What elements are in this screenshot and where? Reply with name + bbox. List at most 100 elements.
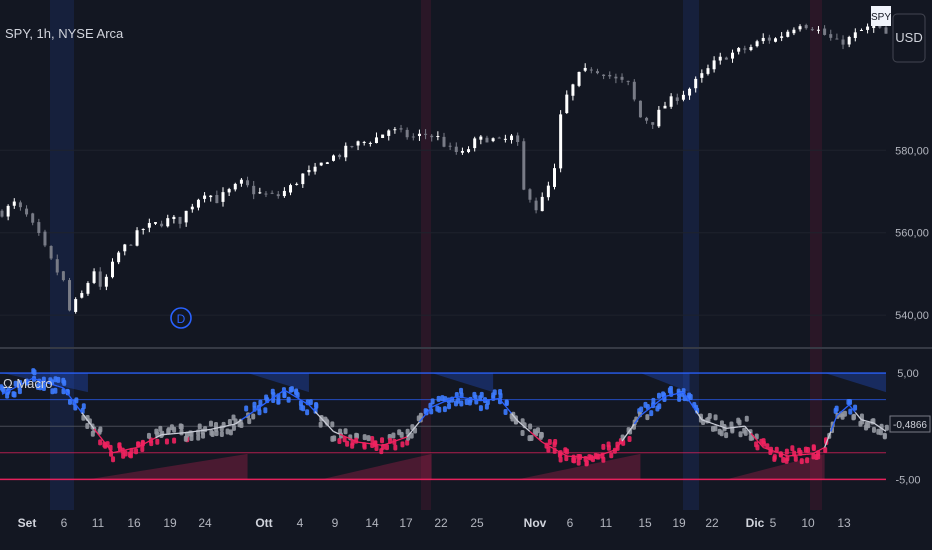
candle-body	[681, 94, 685, 100]
oscillator-dot	[656, 392, 661, 399]
overbought-fill	[640, 373, 690, 393]
candle-body	[104, 276, 108, 287]
oscillator-segment	[50, 383, 58, 387]
oscillator-dot	[609, 452, 614, 459]
candle-body	[6, 205, 10, 217]
oscillator-segment	[713, 423, 721, 427]
oscillator-dot	[154, 428, 159, 435]
oscillator-segment	[769, 448, 776, 453]
oscillator-segment	[167, 432, 174, 435]
oscillator-dot	[811, 453, 816, 460]
candle-body	[227, 189, 231, 193]
candle-body	[49, 246, 53, 259]
candle-body	[295, 183, 299, 185]
oscillator-segment	[99, 436, 107, 446]
candle-body	[798, 26, 802, 30]
oscillator-segment	[130, 446, 138, 450]
oscillator-segment	[118, 449, 125, 453]
time-tick-label: Set	[18, 516, 37, 530]
oscillator-dot	[252, 401, 257, 408]
oscillator-dot	[442, 406, 447, 413]
oscillator-dot	[571, 454, 576, 461]
candle-body	[111, 261, 114, 278]
candle-series	[0, 21, 888, 314]
candle-body	[209, 195, 213, 198]
candle-body	[338, 154, 342, 158]
oscillator-dot	[140, 446, 145, 453]
oscillator-segment	[93, 428, 101, 438]
symbol-title[interactable]: SPY, 1h, NYSE Arca	[5, 26, 124, 41]
oscillator-dot	[373, 440, 378, 447]
oscillator-segment	[222, 424, 230, 428]
candle-body	[417, 133, 421, 137]
candle-body	[258, 192, 262, 194]
candle-body	[688, 88, 692, 96]
oscillator-segment	[431, 403, 439, 408]
oscillator-dot	[627, 436, 632, 443]
candle-body	[282, 190, 286, 197]
candle-body	[724, 57, 728, 60]
oscillator-dot	[355, 433, 360, 440]
oscillator-dot	[416, 415, 421, 422]
oscillator-segment	[247, 410, 255, 417]
oscillator-dot	[264, 394, 269, 401]
candle-body	[675, 97, 679, 101]
oscillator-axis[interactable]: 5,00 -5,00	[895, 368, 920, 486]
oscillator-segment	[854, 411, 862, 421]
oscillator-dot	[62, 379, 67, 386]
oscillator-tick-label: -5,00	[895, 474, 920, 486]
candle-body	[43, 231, 47, 246]
currency-button[interactable]: USD	[892, 13, 926, 63]
candle-body	[540, 196, 544, 212]
indicator-name[interactable]: Ω Macro	[3, 376, 52, 391]
oscillator-segment	[781, 453, 788, 457]
oscillator-dot	[429, 408, 434, 415]
oscillator-dot	[308, 399, 313, 406]
time-tick-label: 11	[92, 516, 105, 530]
oscillator-segment	[848, 404, 856, 413]
oscillator-segment	[566, 455, 573, 458]
time-tick-label: 13	[837, 516, 851, 530]
dividend-marker[interactable]: D	[170, 307, 192, 329]
candle-body	[203, 195, 207, 199]
oscillator-segment	[229, 423, 236, 427]
oversold-fill	[321, 453, 432, 480]
oscillator-tick-label: 5,00	[897, 368, 918, 380]
time-tick-label: Dic	[746, 516, 765, 530]
price-axis[interactable]: 580,00 560,00 540,00	[895, 145, 929, 322]
oscillator-dot	[276, 398, 281, 405]
candle-body	[74, 299, 78, 312]
oscillator-dot	[53, 376, 58, 383]
oscillator-segment	[62, 387, 71, 397]
time-axis[interactable]: Set 6 11 16 19 24 Ott 4 9 14 17 22 25 Nov 6 11 15 19 22 Dic…	[18, 516, 851, 530]
candle-body	[31, 213, 35, 223]
candle-body	[178, 216, 182, 224]
oscillator-dot	[688, 393, 693, 400]
oscillator-segment	[670, 392, 678, 396]
oscillator-segment	[498, 398, 506, 407]
oscillator-dot	[729, 421, 734, 428]
candle-body	[153, 222, 157, 224]
oscillator-segment	[173, 432, 181, 435]
oscillator-segment	[646, 405, 654, 412]
oversold-fill	[517, 453, 641, 480]
oscillator-segment	[504, 405, 513, 414]
oscillator-segment	[879, 426, 887, 432]
oscillator-dot	[744, 415, 749, 422]
oscillator-dot	[330, 421, 335, 428]
oscillator-dot	[111, 456, 116, 463]
candle-body	[620, 76, 624, 80]
time-tick-label: Nov	[524, 516, 547, 530]
overbought-fill	[247, 373, 309, 393]
time-tick-label: 4	[297, 516, 304, 530]
oscillator-dot	[601, 443, 606, 450]
oscillator-dot	[464, 398, 469, 405]
oscillator-dot	[379, 448, 384, 455]
oscillator-segment	[689, 401, 697, 411]
oscillator-segment	[320, 417, 328, 426]
candle-body	[147, 223, 151, 228]
candle-body	[608, 74, 612, 77]
oscillator-dot	[884, 424, 889, 431]
oscillator-segment	[388, 440, 396, 444]
